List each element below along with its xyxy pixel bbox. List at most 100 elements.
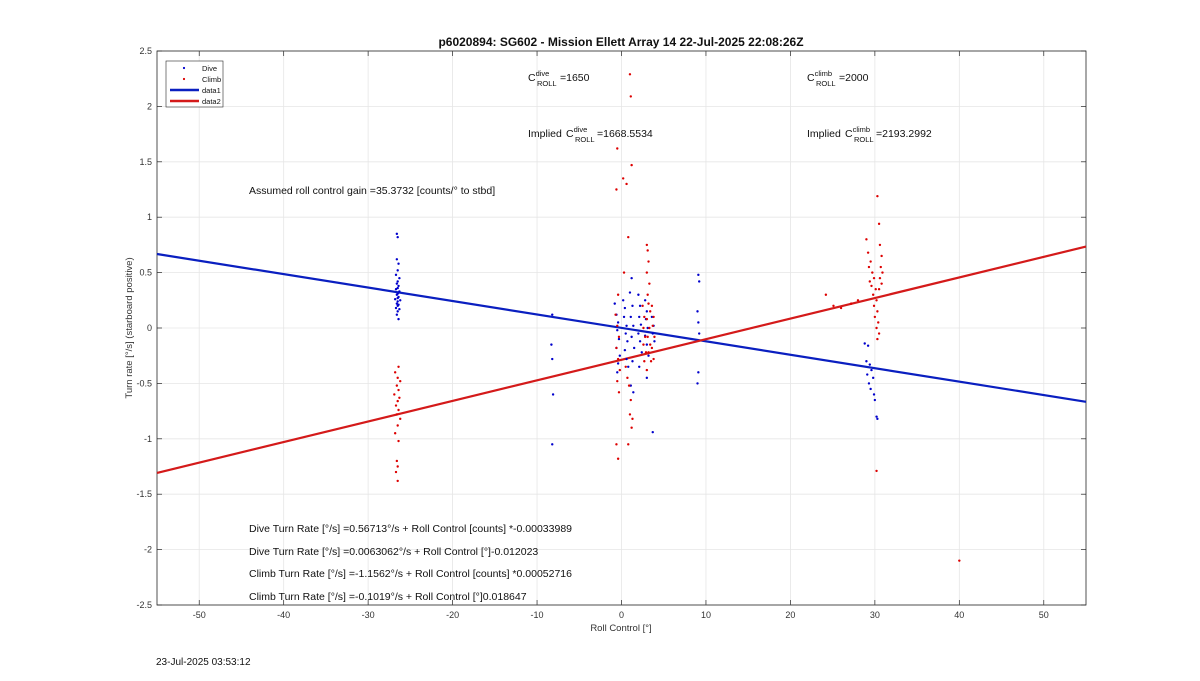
climb-point bbox=[832, 304, 835, 308]
dive-point bbox=[645, 343, 649, 346]
climb-point bbox=[645, 317, 649, 321]
climb-point bbox=[615, 188, 618, 191]
climb-point bbox=[875, 469, 878, 473]
x-axis-label: Roll Control [°] bbox=[590, 623, 651, 634]
dive-point bbox=[625, 357, 628, 361]
dive-point bbox=[653, 340, 656, 343]
dive-point bbox=[623, 348, 627, 352]
climb-point bbox=[629, 95, 632, 98]
dive-counts-equation: Dive Turn Rate [°/s] =0.56713°/s + Roll … bbox=[249, 523, 572, 535]
climb-point bbox=[876, 337, 879, 341]
dive-point bbox=[396, 269, 399, 272]
dive-point bbox=[876, 417, 879, 421]
dive-point bbox=[869, 387, 872, 391]
climb-point bbox=[621, 177, 625, 180]
dive-point bbox=[395, 258, 399, 261]
climb-point bbox=[645, 368, 649, 372]
dive-point bbox=[395, 313, 399, 316]
climb-point bbox=[615, 443, 618, 446]
climb-point bbox=[645, 271, 649, 274]
climb-point bbox=[650, 304, 654, 308]
dive-point bbox=[638, 340, 642, 343]
dive-point bbox=[395, 302, 399, 305]
dive-point bbox=[618, 354, 622, 357]
dive-point bbox=[551, 357, 554, 361]
dive-point bbox=[628, 291, 632, 294]
dive-point bbox=[632, 346, 636, 350]
x-tick-label: 0 bbox=[619, 610, 624, 620]
climb-point bbox=[394, 404, 398, 407]
climb-point bbox=[652, 357, 655, 361]
climb-point bbox=[398, 396, 401, 400]
climb-point bbox=[627, 235, 630, 239]
c-sub: ROLL bbox=[854, 135, 874, 144]
dive-point bbox=[629, 315, 632, 319]
legend-dive-label: Dive bbox=[202, 64, 217, 73]
climb-point bbox=[396, 399, 399, 403]
climb-point bbox=[653, 335, 656, 339]
climb-point bbox=[877, 222, 881, 226]
dive-point bbox=[863, 342, 866, 345]
implied-c-roll-dive-annotation: Implied Cdive ROLL =1668.5534 bbox=[528, 125, 653, 144]
climb-point bbox=[872, 276, 876, 280]
climb-point bbox=[871, 271, 874, 274]
climb-degrees-equation: Climb Turn Rate [°/s] =-0.1019°/s + Roll… bbox=[249, 591, 527, 603]
dive-point bbox=[637, 332, 640, 335]
dive-point bbox=[645, 310, 649, 313]
y-tick-label: -1.5 bbox=[136, 489, 152, 499]
climb-point bbox=[397, 439, 400, 443]
climb-point bbox=[616, 357, 620, 361]
implied-label: Implied bbox=[807, 128, 844, 140]
c-roll-dive-annotation: Cdive ROLL =1650 bbox=[528, 69, 590, 88]
legend-data2-label: data2 bbox=[202, 97, 221, 106]
climb-point bbox=[646, 249, 649, 252]
c-sup: dive bbox=[574, 125, 588, 134]
legend: Dive Climb data1 data2 bbox=[165, 60, 224, 108]
y-tick-label: -2.5 bbox=[136, 600, 152, 610]
dive-point bbox=[645, 376, 649, 380]
climb-point bbox=[395, 413, 399, 416]
climb-point bbox=[616, 379, 619, 383]
dive-point bbox=[399, 299, 402, 302]
climb-point bbox=[397, 365, 400, 368]
dive-point bbox=[697, 321, 700, 324]
climb-point bbox=[647, 302, 650, 305]
climb-point bbox=[616, 147, 619, 150]
climb-point bbox=[630, 163, 633, 167]
climb-point bbox=[626, 376, 629, 380]
x-tick-label: 50 bbox=[1039, 610, 1049, 620]
climb-point bbox=[622, 271, 626, 274]
climb-point bbox=[867, 265, 871, 269]
implied-label: Implied bbox=[528, 128, 565, 140]
climb-point bbox=[868, 280, 871, 283]
dive-point bbox=[631, 304, 634, 308]
climb-point bbox=[652, 315, 655, 319]
climb-point bbox=[645, 243, 649, 247]
climb-point bbox=[648, 326, 651, 330]
y-tick-label: -1 bbox=[144, 434, 152, 444]
dive-point bbox=[629, 384, 632, 387]
dive-point bbox=[397, 284, 400, 288]
dive-point bbox=[396, 300, 399, 303]
dive-point bbox=[396, 296, 399, 300]
dive-points bbox=[393, 232, 879, 446]
climb-point bbox=[878, 276, 882, 280]
y-tick-label: 0.5 bbox=[139, 268, 152, 278]
dive-point bbox=[630, 276, 633, 280]
dive-point bbox=[396, 286, 399, 290]
legend-box bbox=[165, 60, 224, 108]
dive-point bbox=[638, 304, 642, 308]
y-axis-label: Turn rate [°/s] (starboard positive) bbox=[124, 257, 135, 398]
climb-point bbox=[643, 335, 647, 339]
climb-point bbox=[642, 343, 645, 346]
dive-point bbox=[871, 376, 875, 380]
climb-point bbox=[856, 299, 860, 302]
x-tick-label: 10 bbox=[701, 610, 711, 620]
climb-point bbox=[395, 384, 399, 387]
climb-point bbox=[396, 465, 399, 468]
climb-point bbox=[650, 346, 654, 350]
climb-point bbox=[958, 559, 961, 562]
c-value: =1668.5534 bbox=[597, 128, 653, 140]
climb-point bbox=[879, 265, 882, 269]
